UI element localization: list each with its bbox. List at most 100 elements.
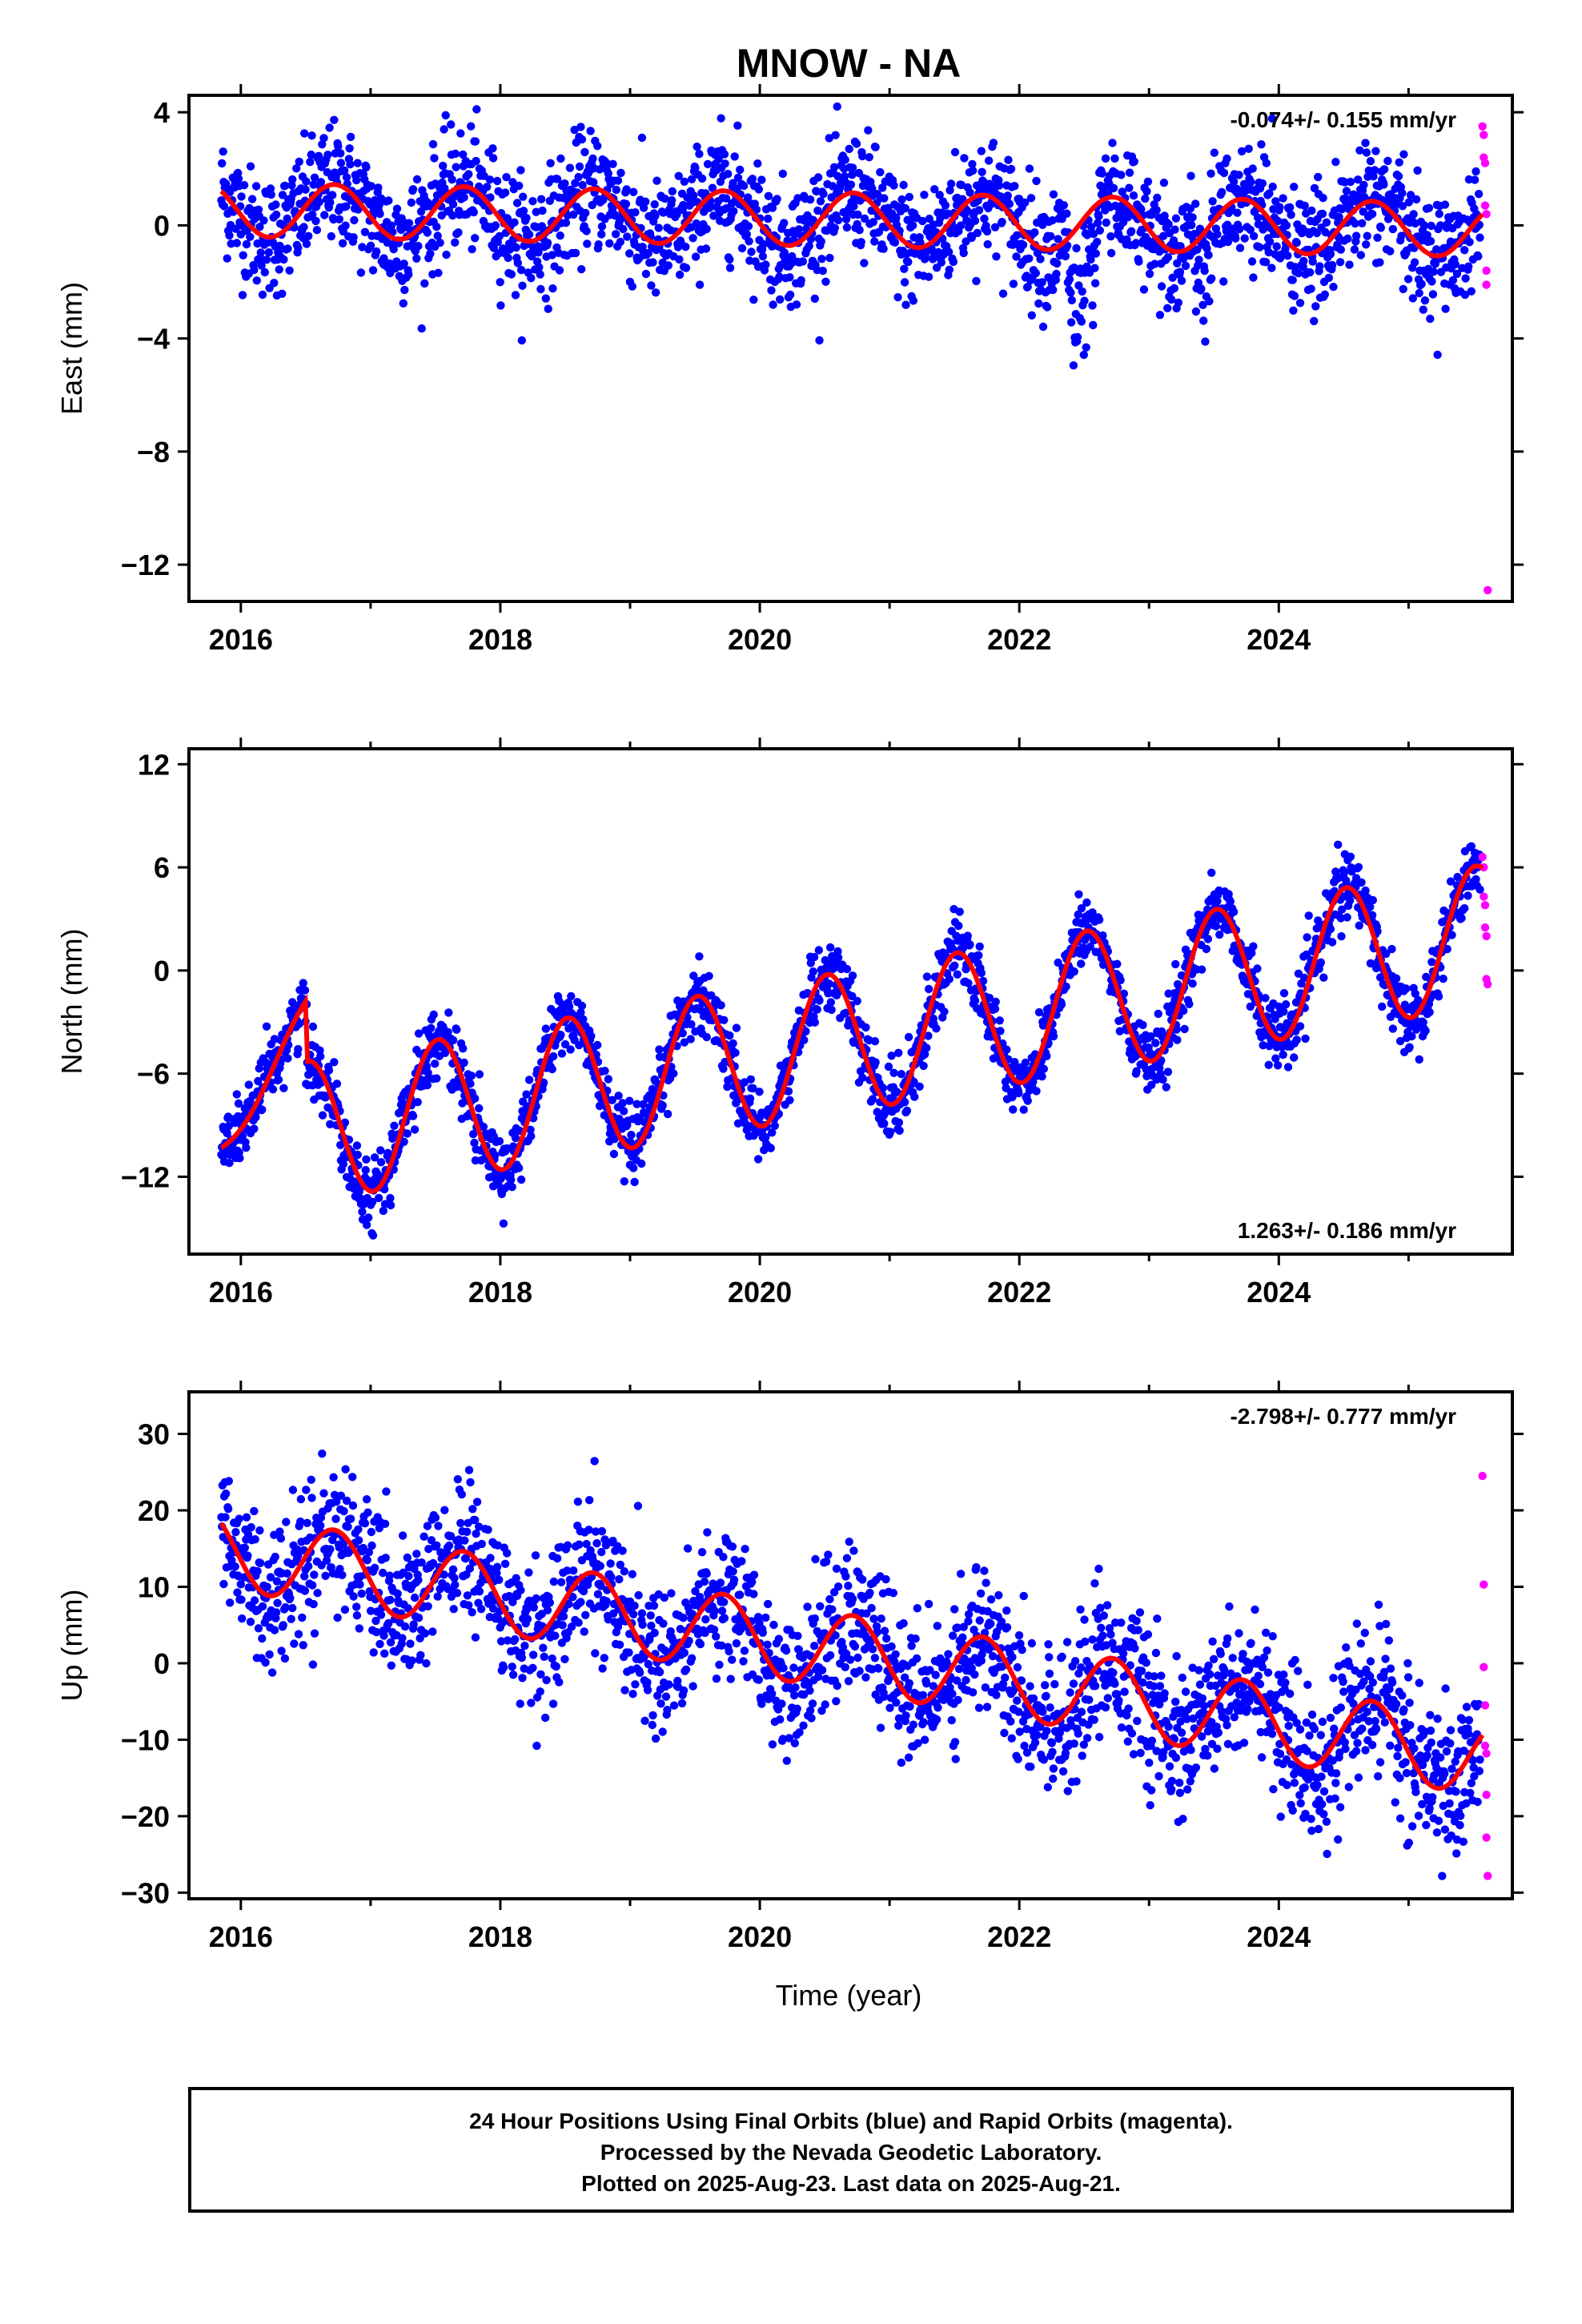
- final-point: [376, 1610, 386, 1619]
- final-point: [654, 223, 663, 232]
- final-point: [219, 202, 229, 211]
- final-point: [614, 1092, 623, 1100]
- final-point: [930, 185, 939, 194]
- final-point: [1012, 252, 1021, 261]
- final-point: [1457, 914, 1466, 923]
- final-point: [231, 224, 240, 233]
- final-point: [1006, 164, 1016, 174]
- final-point: [352, 1141, 362, 1150]
- final-point: [680, 177, 689, 186]
- final-point: [577, 1001, 587, 1011]
- final-point: [231, 1562, 239, 1571]
- final-point: [1244, 144, 1253, 153]
- final-point: [1259, 1041, 1267, 1050]
- final-point: [524, 230, 534, 239]
- final-point: [259, 216, 268, 225]
- final-point: [1261, 994, 1270, 1003]
- final-point: [1174, 298, 1183, 308]
- final-point: [600, 1067, 609, 1076]
- final-point: [236, 1580, 245, 1589]
- final-point: [1153, 193, 1162, 203]
- final-point: [336, 1491, 346, 1500]
- final-point: [251, 1112, 260, 1122]
- final-point: [1279, 1007, 1288, 1016]
- final-point: [1202, 944, 1211, 954]
- final-point: [977, 968, 986, 978]
- final-point: [400, 259, 408, 268]
- final-point: [742, 230, 751, 239]
- final-point: [853, 996, 861, 1006]
- final-point: [1359, 180, 1368, 190]
- final-point: [463, 1527, 472, 1537]
- final-point: [1170, 283, 1179, 293]
- final-point: [470, 1138, 479, 1148]
- final-point: [1106, 232, 1115, 241]
- final-point: [386, 1200, 396, 1210]
- final-point: [302, 1486, 311, 1494]
- final-point: [1465, 238, 1474, 247]
- final-point: [484, 1526, 492, 1534]
- final-point: [528, 251, 536, 259]
- final-point: [233, 1588, 242, 1597]
- final-point: [1474, 190, 1484, 199]
- final-point: [1398, 202, 1407, 211]
- final-point: [681, 243, 690, 251]
- plot-frame: [187, 747, 1514, 1256]
- final-point: [1002, 1045, 1011, 1054]
- final-point: [1299, 256, 1308, 266]
- final-point: [736, 165, 745, 175]
- final-point: [689, 191, 698, 200]
- final-point: [308, 1581, 317, 1590]
- final-point: [339, 1540, 347, 1549]
- final-point: [275, 265, 283, 274]
- final-point: [831, 131, 840, 139]
- final-point: [379, 1206, 387, 1216]
- final-point: [1322, 218, 1331, 227]
- final-point: [648, 258, 657, 267]
- final-point: [223, 254, 231, 263]
- final-point: [571, 248, 580, 258]
- final-point: [955, 907, 964, 916]
- final-point: [222, 1489, 231, 1498]
- final-point: [894, 1118, 904, 1127]
- final-point: [587, 1031, 596, 1041]
- final-point: [242, 1144, 251, 1152]
- final-point: [915, 1082, 924, 1092]
- final-point: [651, 288, 661, 297]
- final-point: [354, 1536, 363, 1545]
- final-point: [1208, 197, 1217, 206]
- final-point: [797, 275, 805, 285]
- final-point: [538, 206, 547, 215]
- final-point: [608, 159, 617, 168]
- final-point: [815, 996, 824, 1005]
- final-point: [1074, 910, 1082, 919]
- final-point: [338, 1570, 347, 1580]
- final-point: [1150, 259, 1159, 268]
- final-point: [908, 221, 917, 230]
- final-point: [1066, 318, 1076, 327]
- final-point: [849, 202, 858, 211]
- final-point: [729, 1039, 737, 1048]
- final-point: [785, 290, 795, 300]
- final-point: [680, 1038, 689, 1047]
- final-point: [1273, 1061, 1283, 1070]
- final-point: [1129, 191, 1138, 200]
- final-point: [372, 247, 381, 256]
- final-point: [1207, 868, 1216, 878]
- final-point: [512, 199, 522, 207]
- final-point: [687, 175, 697, 183]
- final-point: [280, 1654, 290, 1663]
- final-point: [1258, 179, 1267, 188]
- final-point: [1098, 931, 1107, 940]
- final-point: [1141, 194, 1150, 203]
- final-point: [353, 1150, 362, 1160]
- final-point: [957, 180, 966, 190]
- final-point: [1272, 242, 1281, 251]
- final-point: [893, 293, 902, 302]
- final-point: [300, 1572, 309, 1581]
- final-point: [459, 150, 468, 159]
- final-point: [1443, 944, 1452, 954]
- final-point: [290, 1639, 299, 1648]
- final-point: [873, 1108, 881, 1116]
- final-point: [945, 265, 954, 274]
